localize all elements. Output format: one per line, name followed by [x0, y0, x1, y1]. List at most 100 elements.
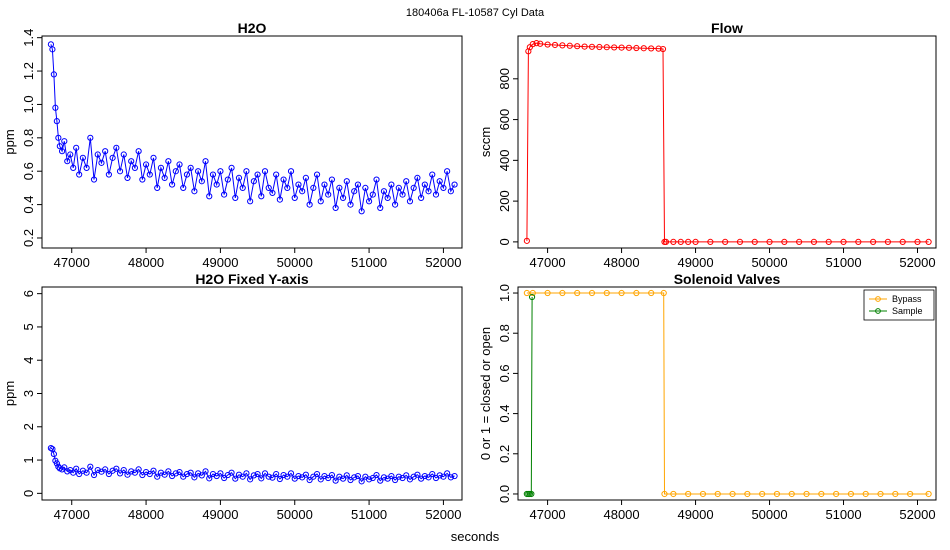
- data-point: [559, 42, 566, 49]
- data-point: [596, 43, 603, 51]
- data-point: [451, 181, 458, 188]
- data-point: [418, 194, 425, 202]
- data-point: [228, 164, 235, 171]
- data-point: [128, 468, 135, 475]
- data-point: [105, 470, 113, 478]
- data-point: [70, 164, 77, 171]
- data-point: [523, 237, 530, 244]
- data-point: [685, 490, 692, 498]
- data-point: [83, 469, 90, 476]
- data-point: [343, 472, 350, 479]
- data-point: [146, 470, 153, 478]
- data-point: [53, 460, 60, 467]
- data-point: [52, 104, 59, 111]
- y-axis-label: 0 or 1 = closed or open: [478, 327, 493, 460]
- data-point: [131, 164, 139, 171]
- data-point: [751, 238, 758, 245]
- data-point: [243, 168, 250, 175]
- data-point: [618, 44, 625, 51]
- data-point: [537, 40, 544, 47]
- data-point: [544, 41, 551, 48]
- data-point: [165, 468, 172, 475]
- y-tick-label: 1.0: [21, 95, 36, 113]
- data-point: [354, 472, 362, 480]
- x-tick-label: 50000: [277, 255, 313, 270]
- data-point: [603, 289, 610, 297]
- data-point: [183, 171, 191, 178]
- y-tick-label: 1.4: [21, 29, 36, 47]
- data-point: [391, 476, 399, 484]
- data-point: [154, 184, 161, 192]
- data-point: [332, 477, 339, 484]
- data-point: [661, 490, 668, 498]
- data-point: [76, 171, 83, 178]
- data-point: [168, 181, 176, 188]
- data-point: [47, 444, 55, 452]
- data-point: [94, 466, 101, 474]
- data-point: [566, 42, 573, 49]
- data-point: [781, 238, 788, 245]
- data-point: [273, 171, 280, 178]
- data-point: [195, 168, 202, 175]
- data-point: [228, 469, 235, 476]
- legend-swatch-marker: [875, 308, 881, 314]
- data-point: [269, 474, 276, 481]
- data-point: [892, 490, 899, 498]
- data-point: [269, 189, 276, 197]
- data-point: [611, 44, 618, 51]
- data-point: [440, 184, 447, 192]
- data-point: [157, 164, 165, 171]
- data-point: [284, 473, 291, 480]
- data-point: [847, 490, 855, 498]
- data-point: [529, 289, 536, 297]
- data-point: [202, 468, 209, 475]
- x-tick-label: 52000: [899, 507, 935, 522]
- data-point: [925, 490, 932, 498]
- data-point: [139, 176, 146, 183]
- chart-title: Solenoid Valves: [674, 271, 781, 287]
- plot-frame: [41, 286, 463, 501]
- data-point: [421, 472, 428, 480]
- data-point: [90, 471, 98, 479]
- data-point: [217, 470, 224, 477]
- data-point: [232, 194, 239, 202]
- data-point: [299, 188, 306, 195]
- y-tick-label: 0.6: [21, 162, 36, 180]
- data-point: [796, 238, 803, 245]
- y-tick-label: 0: [21, 490, 36, 497]
- legend-entry-label: Bypass: [892, 294, 922, 304]
- data-point: [250, 472, 257, 479]
- data-point: [198, 178, 205, 185]
- data-point: [722, 238, 729, 245]
- series-line: [50, 447, 455, 483]
- data-point: [343, 178, 350, 185]
- data-point: [365, 198, 373, 205]
- y-tick-label: 5: [21, 323, 36, 330]
- data-point: [574, 289, 581, 297]
- data-point: [685, 238, 692, 245]
- data-point: [395, 473, 402, 480]
- data-point: [150, 154, 157, 161]
- data-point: [280, 471, 287, 479]
- data-point: [146, 171, 153, 178]
- x-tick-label: 52000: [899, 255, 935, 270]
- data-point: [276, 475, 283, 483]
- data-point: [862, 490, 869, 498]
- data-point: [265, 473, 272, 480]
- data-point: [523, 289, 530, 297]
- data-point: [618, 289, 625, 297]
- plot-frame: [41, 35, 463, 249]
- data-point: [332, 204, 339, 212]
- data-point: [403, 472, 410, 479]
- y-tick-label: 0.8: [497, 324, 512, 342]
- data-point: [187, 469, 194, 476]
- data-point: [258, 193, 265, 200]
- legend-box: [863, 289, 935, 321]
- data-point: [633, 44, 640, 52]
- series-group: [523, 289, 932, 498]
- y-axis-label: ppm: [2, 381, 17, 406]
- data-point: [451, 472, 458, 480]
- chart-title: H2O: [238, 20, 267, 36]
- data-point: [306, 476, 313, 484]
- data-point: [187, 164, 194, 171]
